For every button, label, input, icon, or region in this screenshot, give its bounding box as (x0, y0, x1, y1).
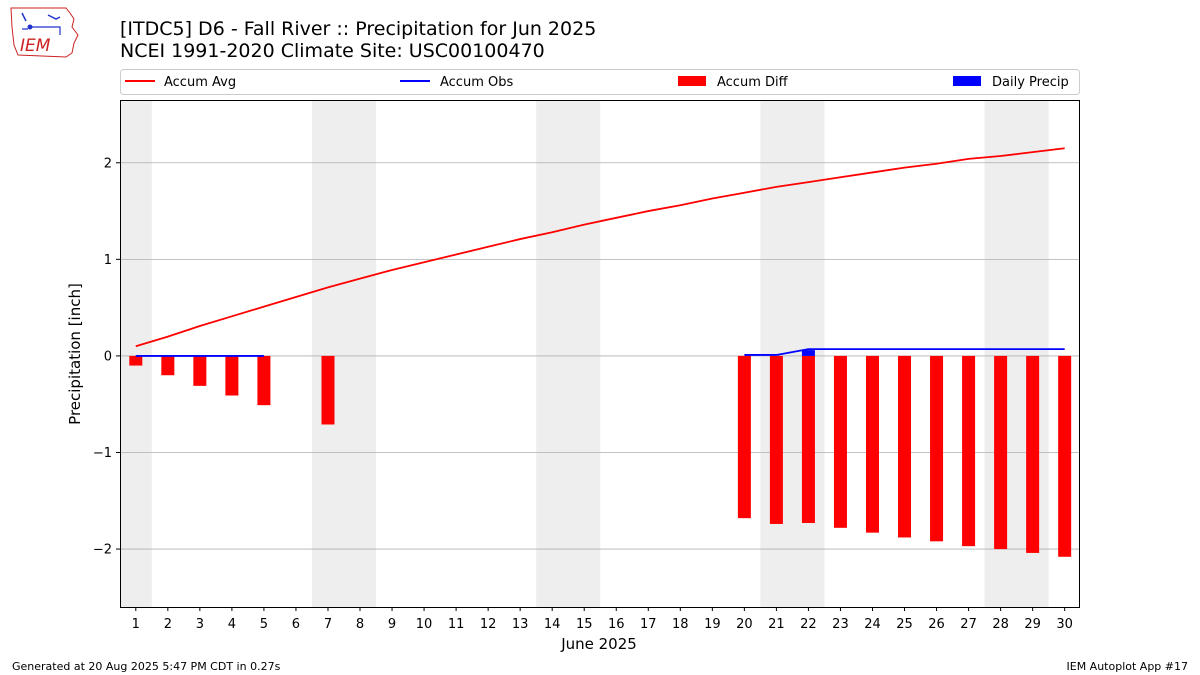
footer-generated: Generated at 20 Aug 2025 5:47 PM CDT in … (12, 660, 281, 673)
y-tick-label: −2 (93, 543, 112, 558)
diff-bar (1058, 355, 1072, 557)
daily-bars (801, 350, 815, 356)
x-tick-label: 10 (416, 617, 433, 632)
x-tick-label: 30 (1056, 617, 1073, 632)
x-tick-label: 26 (928, 617, 945, 632)
x-tick-label: 25 (896, 617, 913, 632)
diff-bar (193, 355, 207, 386)
x-tick-label: 8 (356, 617, 364, 632)
x-tick-label: 28 (992, 617, 1009, 632)
diff-bar (994, 355, 1008, 550)
x-tick-label: 7 (324, 617, 332, 632)
iem-logo: IEM (8, 5, 80, 59)
x-axis: 1 2 3 4 5 6 7 8 9 10 11 12 13 14 15 16 17 18 19 20 21 22 23 24 2… (132, 607, 1073, 632)
y-tick-label: 1 (104, 253, 112, 268)
diff-bar (225, 355, 239, 396)
diff-bar (801, 355, 815, 523)
y-axis: −2 −1 0 1 2 (93, 156, 120, 558)
diff-bar (865, 355, 879, 533)
x-tick-label: 3 (196, 617, 204, 632)
x-tick-label: 2 (164, 617, 172, 632)
y-tick-label: −1 (93, 446, 112, 461)
x-tick-label: 29 (1024, 617, 1041, 632)
x-tick-label: 24 (864, 617, 881, 632)
legend-label-obs: Accum Obs (440, 75, 513, 90)
x-tick-label: 21 (768, 617, 785, 632)
diff-bar (129, 355, 143, 366)
x-tick-label: 23 (832, 617, 849, 632)
accum-obs-line (744, 348, 1065, 356)
diff-bar (1026, 355, 1040, 553)
weekend-band (536, 100, 601, 607)
diff-bar (737, 355, 751, 519)
x-tick-label: 18 (672, 617, 689, 632)
x-tick-label: 17 (640, 617, 657, 632)
weekend-band (311, 100, 377, 607)
diff-bar (321, 355, 335, 425)
legend-label-diff: Accum Diff (717, 75, 789, 90)
x-tick-label: 16 (608, 617, 625, 632)
x-tick-label: 9 (388, 617, 396, 632)
footer-app: IEM Autoplot App #17 (1066, 660, 1189, 673)
x-tick-label: 6 (292, 617, 300, 632)
chart-title: [ITDC5] D6 - Fall River :: Precipitation… (120, 18, 597, 40)
diff-bar (898, 355, 912, 538)
x-tick-label: 12 (480, 617, 497, 632)
diff-bar (930, 355, 944, 542)
legend-swatch-diff (678, 76, 706, 86)
legend: Accum Avg Accum Obs Accum Diff Daily Pre… (120, 69, 1080, 95)
legend-swatch-daily (953, 76, 981, 86)
y-tick-label: 2 (104, 156, 112, 171)
diff-bar (161, 355, 175, 376)
x-tick-label: 22 (800, 617, 817, 632)
legend-box (120, 69, 1080, 95)
y-tick-label: 0 (104, 349, 112, 364)
diff-bar (257, 355, 271, 406)
x-tick-label: 1 (132, 617, 140, 632)
x-tick-label: 4 (228, 617, 236, 632)
x-tick-label: 15 (576, 617, 593, 632)
x-tick-label: 14 (544, 617, 561, 632)
diff-bars (129, 355, 1072, 557)
x-tick-label: 20 (736, 617, 753, 632)
plot-frame (120, 100, 1080, 608)
diff-bar (962, 355, 976, 547)
x-tick-label: 19 (704, 617, 721, 632)
diff-bar (769, 355, 783, 524)
x-axis-label: June 2025 (560, 635, 637, 653)
x-tick-label: 5 (260, 617, 268, 632)
logo-text: IEM (20, 36, 51, 56)
legend-label-avg: Accum Avg (164, 75, 236, 90)
x-tick-label: 27 (960, 617, 977, 632)
y-axis-label: Precipitation [inch] (66, 283, 84, 425)
gridlines (120, 162, 1079, 550)
x-tick-label: 11 (448, 617, 465, 632)
series-lines (135, 147, 1065, 357)
legend-label-daily: Daily Precip (992, 75, 1069, 90)
daily-precip-bar (801, 350, 815, 356)
x-tick-label: 13 (512, 617, 529, 632)
accum-avg-line (135, 147, 1065, 348)
chart-subtitle: NCEI 1991-2020 Climate Site: USC00100470 (120, 40, 545, 62)
weekend-band (120, 100, 152, 607)
diff-bar (833, 355, 847, 528)
